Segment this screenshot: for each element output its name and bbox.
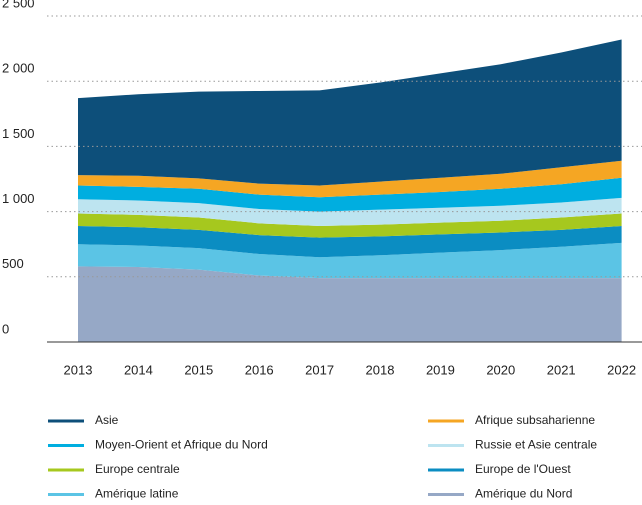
x-tick-label: 2022 [607, 362, 636, 377]
legend-label: Afrique subsaharienne [475, 413, 595, 427]
x-tick-label: 2013 [64, 362, 93, 377]
area [78, 39, 622, 186]
x-tick-label: 2016 [245, 362, 274, 377]
y-tick-label: 0 [2, 321, 9, 336]
y-tick-label: 1 000 [2, 191, 35, 206]
area [78, 225, 622, 258]
area [78, 160, 622, 198]
area [78, 266, 622, 342]
y-tick-label: 2 000 [2, 61, 35, 76]
x-tick-label: 2017 [305, 362, 334, 377]
y-tick-label: 2 500 [2, 0, 35, 10]
x-tick-label: 2020 [486, 362, 515, 377]
area [78, 242, 622, 279]
y-tick-label: 500 [2, 256, 24, 271]
x-tick-label: 2019 [426, 362, 455, 377]
area [78, 213, 622, 238]
x-tick-label: 2014 [124, 362, 153, 377]
legend-label: Asie [95, 413, 119, 427]
legend-label: Moyen-Orient et Afrique du Nord [95, 438, 268, 452]
legend-label: Amérique du Nord [475, 487, 572, 501]
y-tick-label: 1 500 [2, 126, 35, 141]
x-tick-label: 2021 [547, 362, 576, 377]
area [78, 177, 622, 212]
legend-label: Amérique latine [95, 487, 179, 501]
legend-label: Europe de l'Ouest [475, 462, 571, 476]
legend-label: Russie et Asie centrale [475, 438, 597, 452]
x-tick-label: 2015 [184, 362, 213, 377]
legend-label: Europe centrale [95, 462, 180, 476]
x-tick-label: 2018 [366, 362, 395, 377]
